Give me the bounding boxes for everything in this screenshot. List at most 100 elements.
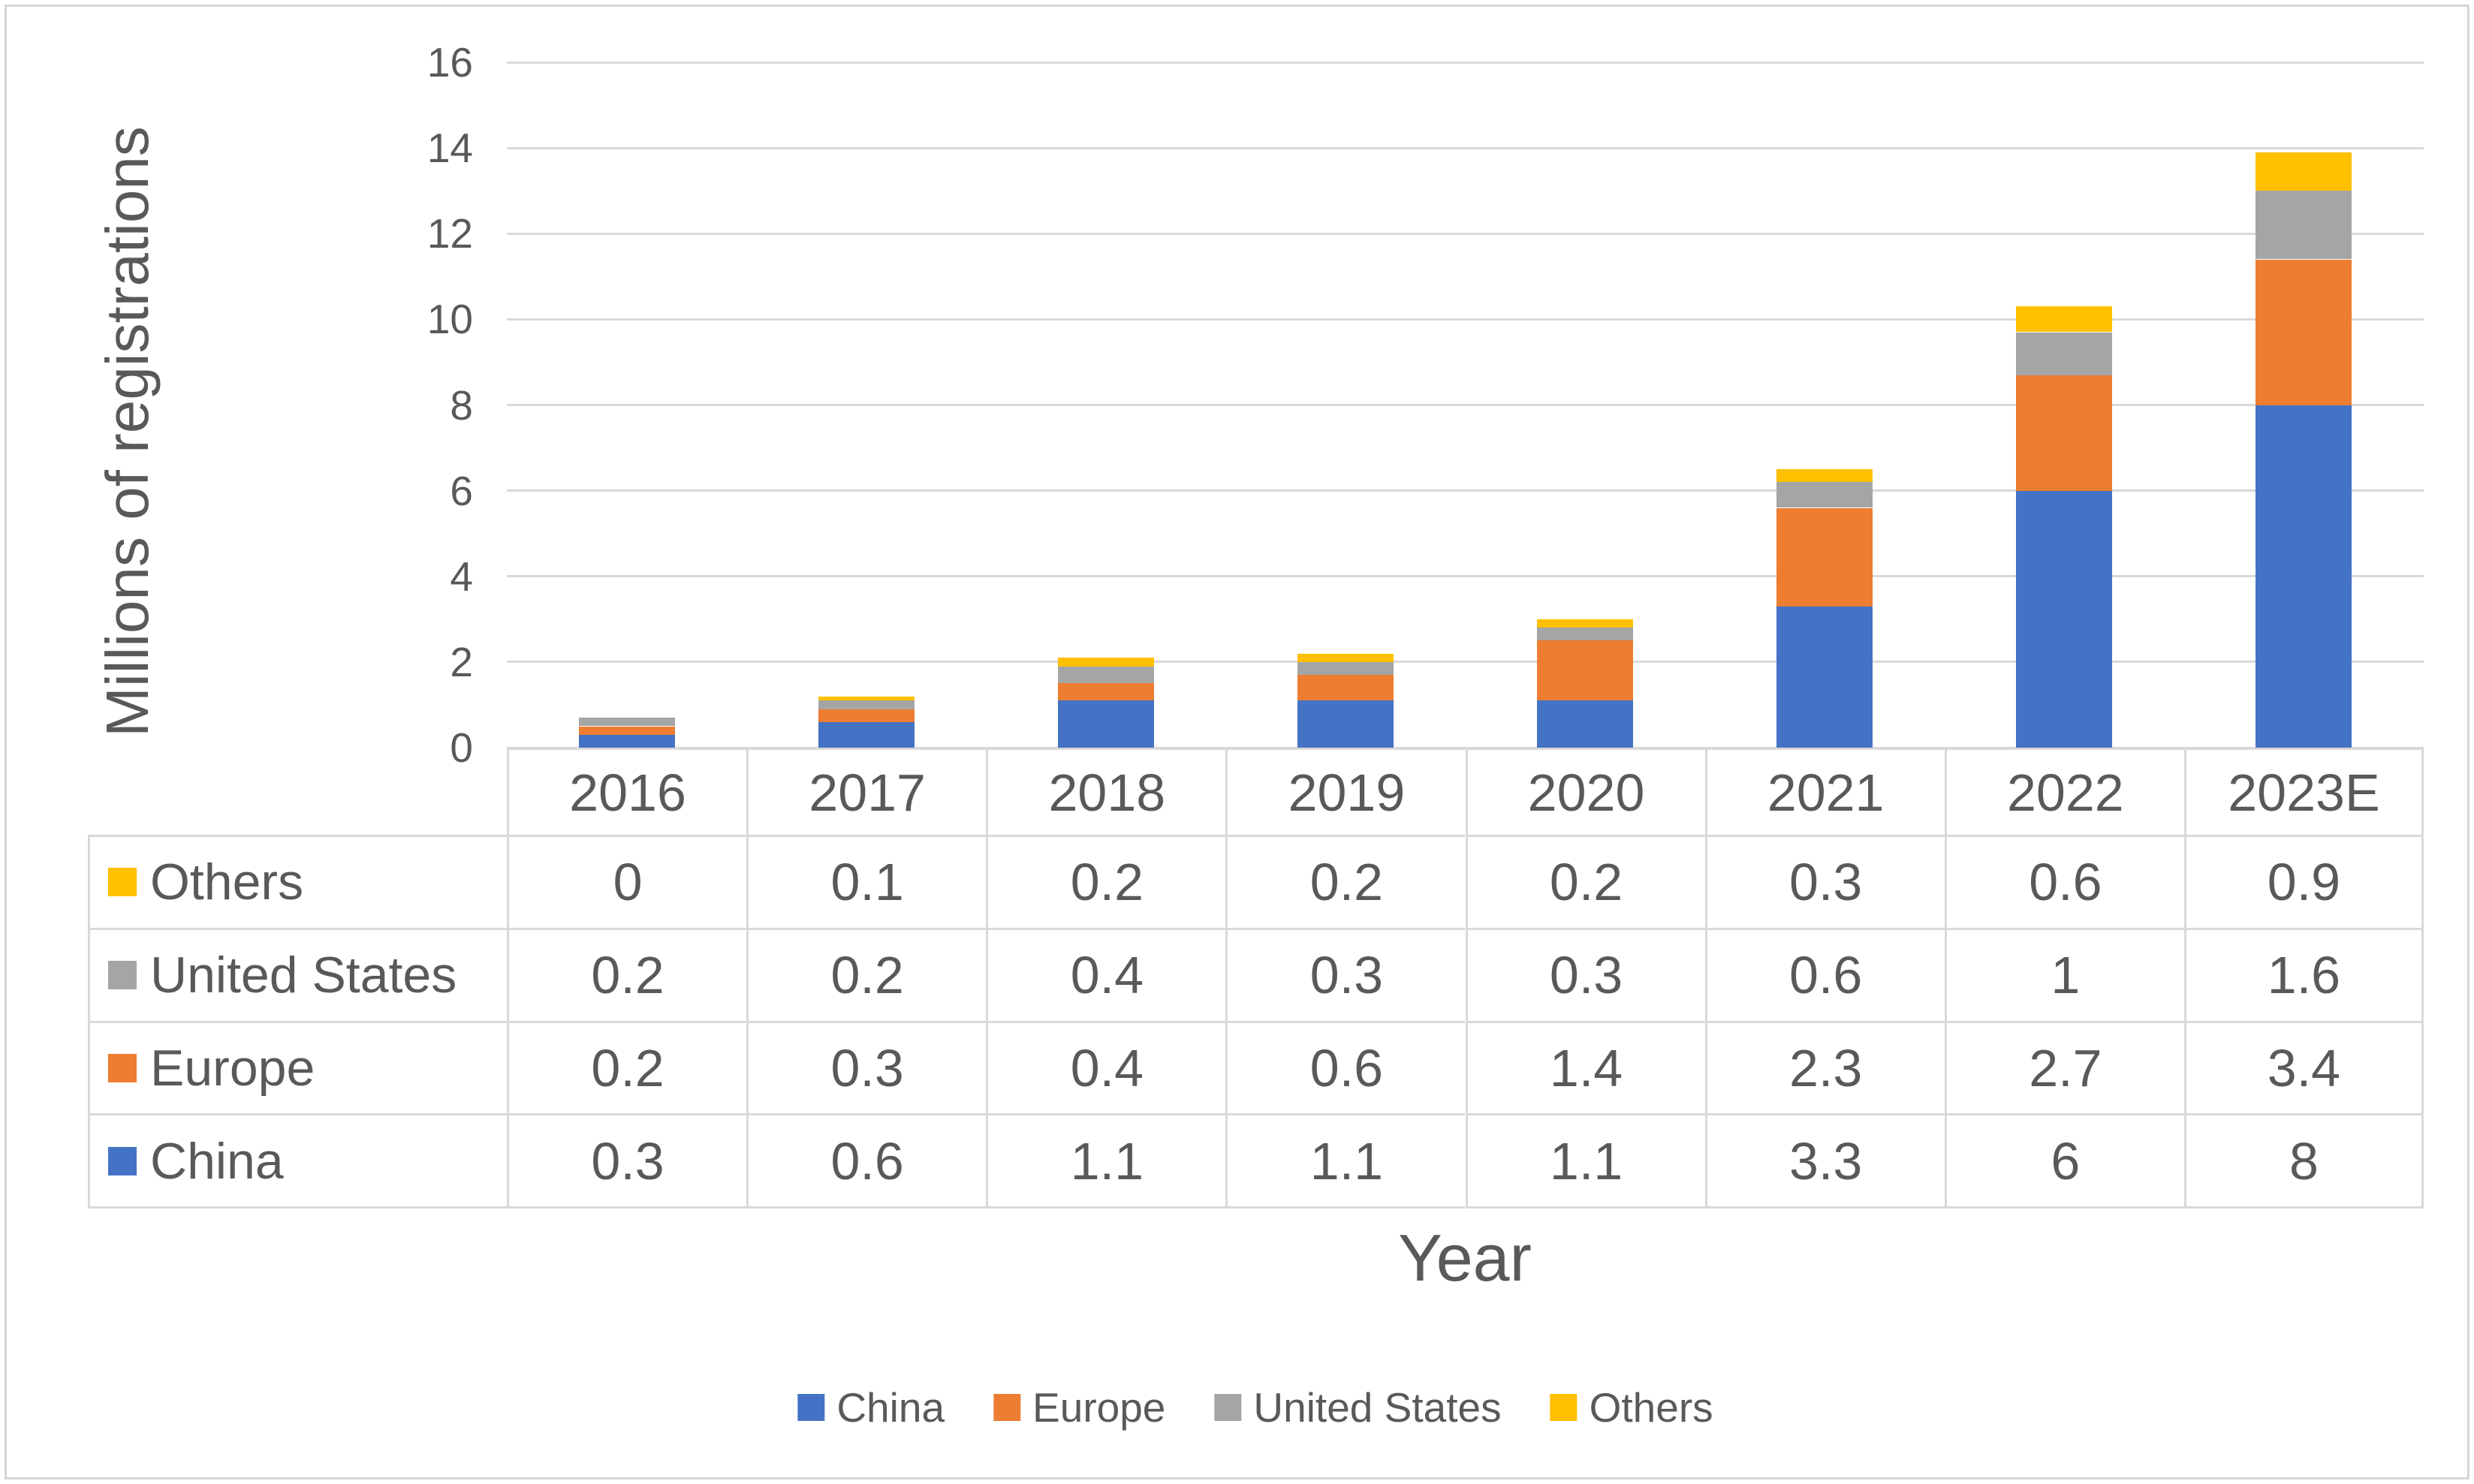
bar-segment: [818, 709, 915, 722]
y-tick-label: 10: [426, 296, 473, 343]
gridline: [507, 232, 2424, 235]
legend-item: United States: [1214, 1383, 1502, 1431]
legend: China Europe United States Others: [797, 1383, 1713, 1431]
year-header-cell: 2023E: [2183, 748, 2424, 837]
year-header-cell: 2020: [1465, 748, 1705, 837]
gridline: [507, 489, 2424, 492]
table-cell: 0.3: [1465, 929, 1705, 1023]
row-label: Others: [150, 853, 304, 911]
table-cell: 1.1: [986, 1115, 1226, 1209]
bar-segment: [2256, 405, 2352, 748]
table-cell: 0.3: [507, 1115, 747, 1209]
gridline: [507, 404, 2424, 406]
table-cell: 0.2: [986, 837, 1226, 930]
row-label: Europe: [150, 1039, 315, 1097]
table-cell: 3.3: [1704, 1115, 1945, 1209]
table-cell: 0.6: [1704, 929, 1945, 1023]
bar-segment: [2256, 259, 2352, 405]
row-label-cell: Others: [88, 835, 507, 930]
bar-segment: [1297, 700, 1394, 748]
bar-segment: [818, 696, 915, 701]
table-cell: 2.7: [1944, 1022, 2184, 1116]
row-label: United States: [150, 947, 457, 1004]
table-cell: 0: [507, 837, 747, 930]
row-label-cell: China: [88, 1115, 507, 1209]
row-label-cell: United States: [88, 929, 507, 1023]
gridline: [507, 661, 2424, 664]
legend-item: Others: [1550, 1383, 1713, 1431]
x-axis-title: Year: [1398, 1221, 1532, 1295]
table-cell: 0.9: [2183, 837, 2424, 930]
bar-segment: [1537, 640, 1634, 701]
table-cell: 0.4: [986, 929, 1226, 1023]
legend-label: China: [836, 1384, 945, 1431]
year-header-cell: 2019: [1225, 748, 1466, 837]
bar-segment: [818, 700, 915, 709]
bar-segment: [2016, 306, 2113, 333]
y-tick-label: 8: [450, 381, 473, 429]
y-tick-label: 16: [426, 39, 473, 86]
table-cell: 0.1: [746, 837, 987, 930]
y-tick-label: 0: [450, 724, 473, 771]
y-tick-label: 6: [450, 467, 473, 514]
legend-item: Europe: [993, 1383, 1165, 1431]
table-cell: 1.4: [1465, 1022, 1705, 1116]
bar-segment: [818, 721, 915, 748]
bar-segment: [1297, 675, 1394, 701]
bar-segment: [1776, 469, 1873, 483]
table-cell: 0.6: [1944, 837, 2184, 930]
table-cell: 0.2: [507, 929, 747, 1023]
table-cell: 0.2: [1465, 837, 1705, 930]
bar-segment: [1057, 666, 1154, 684]
bar-segment: [2016, 490, 2113, 748]
table-cell: 3.4: [2183, 1022, 2424, 1116]
table-cell: 0.4: [986, 1022, 1226, 1116]
legend-label: Others: [1589, 1384, 1713, 1431]
table-cell: 0.6: [1225, 1022, 1466, 1116]
table-cell: 1: [1944, 929, 2184, 1023]
table-cell: 2.3: [1704, 1022, 1945, 1116]
bar-segment: [1776, 606, 1873, 748]
row-label-cell: Europe: [88, 1022, 507, 1116]
series-swatch: [108, 868, 137, 897]
legend-swatch: [797, 1394, 825, 1421]
bar-segment: [1297, 653, 1394, 662]
bar-segment: [1057, 700, 1154, 748]
bar-segment: [578, 718, 675, 727]
table-cell: 0.3: [746, 1022, 987, 1116]
series-swatch: [108, 1146, 137, 1175]
year-header-cell: 2022: [1944, 748, 2184, 837]
year-header-cell: 2016: [507, 748, 747, 837]
legend-label: Europe: [1032, 1384, 1166, 1431]
gridline: [507, 318, 2424, 321]
y-tick-label: 12: [426, 210, 473, 257]
bar-segment: [1537, 619, 1634, 628]
gridline: [507, 61, 2424, 64]
legend-item: China: [797, 1383, 945, 1431]
bar-segment: [2256, 191, 2352, 260]
gridline: [507, 146, 2424, 149]
series-swatch: [108, 961, 137, 990]
table-cell: 0.2: [507, 1022, 747, 1116]
table-cell: 0.2: [746, 929, 987, 1023]
table-cell: 1.1: [1225, 1115, 1466, 1209]
table-cell: 6: [1944, 1115, 2184, 1209]
legend-swatch: [1214, 1394, 1242, 1421]
y-tick-label: 2: [450, 638, 473, 685]
year-header-cell: 2021: [1704, 748, 1945, 837]
year-header-cell: 2018: [986, 748, 1226, 837]
bar-segment: [1537, 628, 1634, 641]
table-cell: 0.6: [746, 1115, 987, 1209]
bar-segment: [1057, 683, 1154, 701]
table-cell: 8: [2183, 1115, 2424, 1209]
bar-segment: [1776, 482, 1873, 508]
bar-segment: [1057, 658, 1154, 667]
bar-segment: [1537, 700, 1634, 748]
year-header-cell: 2017: [746, 748, 987, 837]
bar-segment: [1776, 507, 1873, 607]
table-cell: 0.2: [1225, 837, 1466, 930]
legend-swatch: [1550, 1394, 1578, 1421]
table-cell: 1.6: [2183, 929, 2424, 1023]
bar-segment: [2016, 332, 2113, 375]
